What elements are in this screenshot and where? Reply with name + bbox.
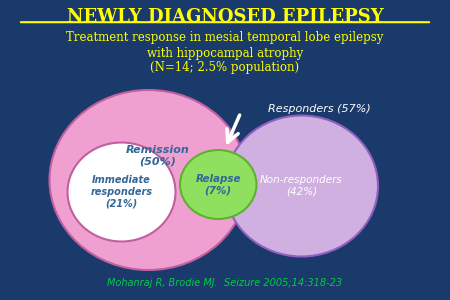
Text: Treatment response in mesial temporal lobe epilepsy: Treatment response in mesial temporal lo…	[66, 32, 384, 44]
Text: (N=14; 2.5% population): (N=14; 2.5% population)	[150, 61, 300, 74]
Text: Non-responders
(42%): Non-responders (42%)	[260, 175, 343, 197]
Ellipse shape	[50, 90, 248, 270]
Ellipse shape	[225, 116, 378, 256]
Text: Immediate
responders
(21%): Immediate responders (21%)	[90, 176, 153, 208]
Text: with hippocampal atrophy: with hippocampal atrophy	[147, 46, 303, 59]
Text: NEWLY DIAGNOSED EPILEPSY: NEWLY DIAGNOSED EPILEPSY	[67, 8, 383, 26]
Text: Relapse
(7%): Relapse (7%)	[195, 174, 241, 195]
Ellipse shape	[68, 142, 176, 242]
Text: Responders (57%): Responders (57%)	[268, 104, 370, 115]
Text: Remission
(50%): Remission (50%)	[126, 145, 189, 167]
Ellipse shape	[180, 150, 256, 219]
Text: Mohanraj R, Brodie MJ.  Seizure 2005;14:318-23: Mohanraj R, Brodie MJ. Seizure 2005;14:3…	[108, 278, 342, 288]
